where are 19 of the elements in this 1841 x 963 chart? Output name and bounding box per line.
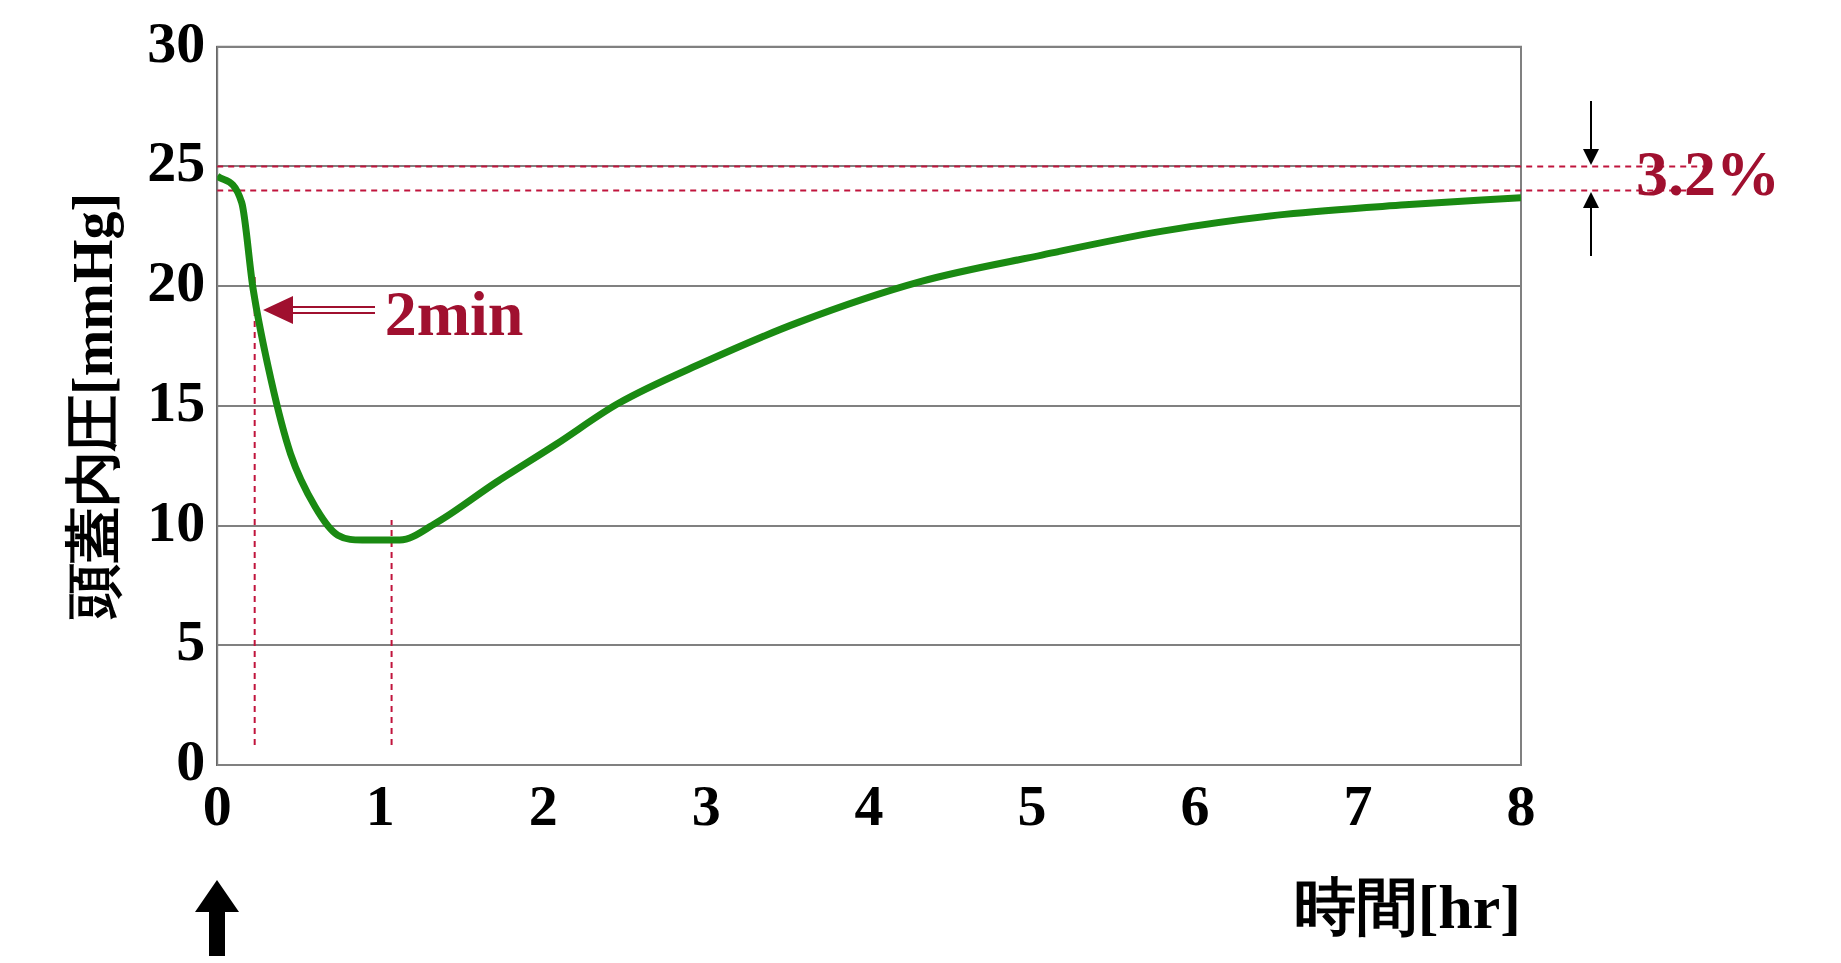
- x-tick-label: 7: [1343, 772, 1373, 838]
- x-tick-label: 1: [365, 772, 395, 838]
- y-tick-label: 0: [176, 727, 206, 793]
- x-tick-label: 6: [1180, 772, 1210, 838]
- text: 3.2%: [1636, 138, 1780, 209]
- y-tick-label: 10: [147, 488, 206, 554]
- y-axis-title: 頭蓋内圧[mmHg]: [62, 192, 125, 620]
- y-tick-label: 15: [147, 368, 206, 434]
- y-tick-label: 30: [147, 9, 206, 75]
- x-tick-label: 2: [528, 772, 558, 838]
- x-tick-label: 5: [1017, 772, 1047, 838]
- x-tick-label: 3: [691, 772, 721, 838]
- x-axis-title: 時間[hr]: [1293, 872, 1521, 941]
- x-tick-label: 4: [854, 772, 884, 838]
- x-tick-label: 8: [1506, 772, 1536, 838]
- y-tick-label: 5: [176, 608, 206, 674]
- annotation: 2min: [384, 277, 524, 349]
- y-tick-label: 20: [147, 249, 206, 315]
- y-tick-label: 25: [147, 129, 206, 195]
